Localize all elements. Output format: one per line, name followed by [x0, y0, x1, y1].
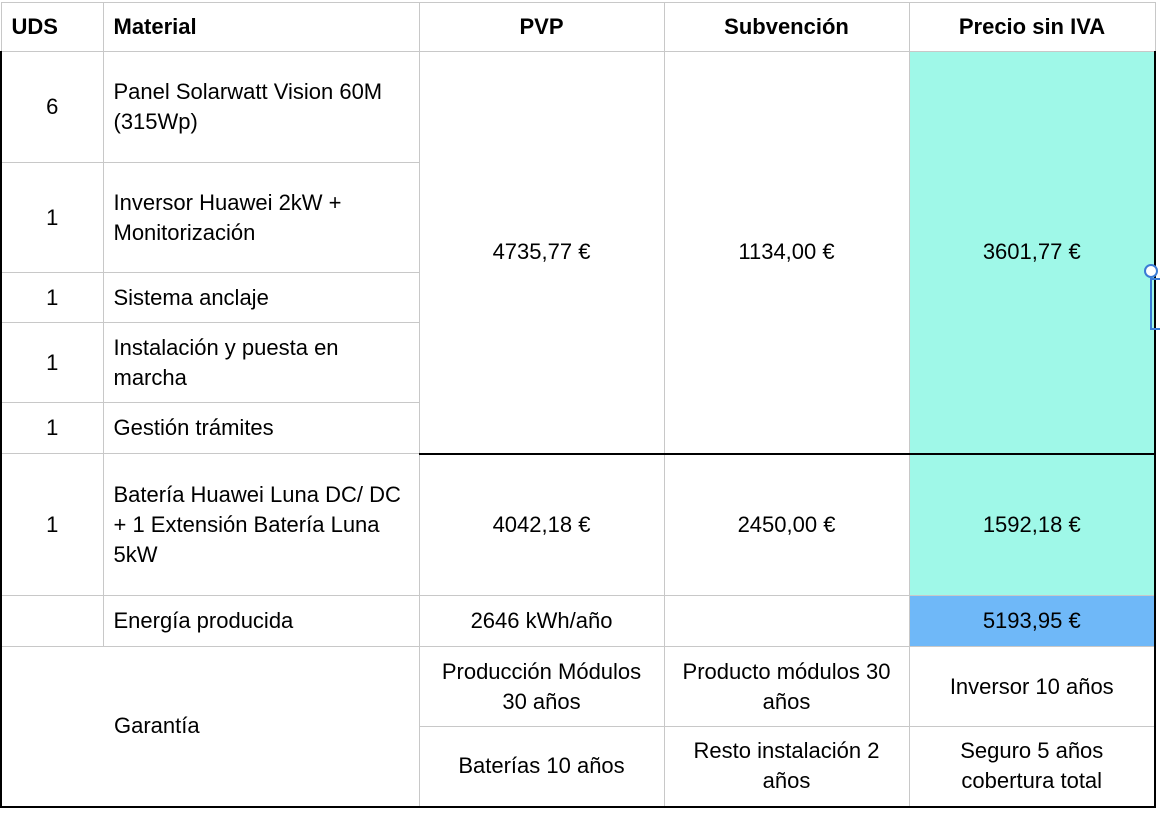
uds-cell[interactable]: 1 — [0, 162, 104, 273]
material-cell[interactable]: Inversor Huawei 2kW + Monitorización — [102, 162, 420, 273]
selection-bracket-icon[interactable] — [1150, 278, 1160, 330]
energia-row: Energía producida 2646 kWh/año 5193,95 € — [0, 595, 1156, 647]
header-row: UDS Material PVP Subvención Precio sin I… — [0, 2, 1156, 52]
pvp-cell-group[interactable]: 4735,77 € — [418, 51, 665, 455]
garantia-label[interactable]: Garantía — [0, 646, 420, 808]
garantia-cell[interactable]: Inversor 10 años — [908, 646, 1156, 727]
uds-cell[interactable]: 1 — [0, 322, 104, 403]
selection-handle-icon[interactable] — [1144, 264, 1158, 278]
subvencion-cell[interactable]: 2450,00 € — [663, 453, 910, 596]
uds-cell[interactable]: 6 — [0, 51, 104, 163]
material-cell[interactable]: Instalación y puesta en marcha — [102, 322, 420, 403]
garantia-cell[interactable]: Resto instalación 2 años — [663, 726, 910, 808]
uds-cell[interactable]: 1 — [0, 402, 104, 454]
garantia-cell[interactable]: Seguro 5 años cobertura total — [908, 726, 1156, 808]
empty-cell[interactable] — [663, 595, 910, 647]
garantia-cell[interactable]: Producción Módulos 30 años — [418, 646, 665, 727]
subvencion-cell-group[interactable]: 1134,00 € — [663, 51, 910, 455]
garantia-row: Baterías 10 años Resto instalación 2 año… — [1, 726, 1156, 808]
total-cell[interactable]: 5193,95 € — [908, 595, 1156, 647]
material-cell[interactable]: Batería Huawei Luna DC/ DC + 1 Extensión… — [102, 453, 420, 596]
energia-label[interactable]: Energía producida — [102, 595, 420, 647]
precio-cell-group[interactable]: 3601,77 € — [908, 51, 1156, 455]
uds-cell[interactable]: 1 — [0, 272, 104, 323]
garantia-cell[interactable]: Baterías 10 años — [418, 726, 665, 808]
precio-cell[interactable]: 1592,18 € — [908, 453, 1156, 596]
header-uds[interactable]: UDS — [0, 2, 104, 52]
battery-row: 1 Batería Huawei Luna DC/ DC + 1 Extensi… — [0, 453, 1156, 596]
header-material[interactable]: Material — [102, 2, 420, 52]
pvp-cell[interactable]: 4042,18 € — [418, 453, 665, 596]
header-pvp[interactable]: PVP — [418, 2, 665, 52]
table-row: 1 Sistema anclaje — [0, 272, 1155, 323]
header-subvencion[interactable]: Subvención — [663, 2, 910, 52]
garantia-row: Garantía Producción Módulos 30 años Prod… — [0, 646, 1156, 808]
table-row: 1 Inversor Huawei 2kW + Monitorización — [0, 162, 1155, 273]
garantia-cell[interactable]: Producto módulos 30 años — [663, 646, 910, 727]
empty-cell[interactable] — [0, 595, 104, 647]
material-cell[interactable]: Sistema anclaje — [102, 272, 420, 323]
material-cell[interactable]: Panel Solarwatt Vision 60M (315Wp) — [102, 51, 420, 163]
header-precio[interactable]: Precio sin IVA — [908, 2, 1156, 52]
material-cell[interactable]: Gestión trámites — [102, 402, 420, 454]
uds-cell[interactable]: 1 — [0, 453, 104, 596]
table-row: 1 Instalación y puesta en marcha — [0, 322, 1155, 403]
energia-value[interactable]: 2646 kWh/año — [418, 595, 665, 647]
table-row: 6 Panel Solarwatt Vision 60M (315Wp) 473… — [0, 51, 1156, 455]
